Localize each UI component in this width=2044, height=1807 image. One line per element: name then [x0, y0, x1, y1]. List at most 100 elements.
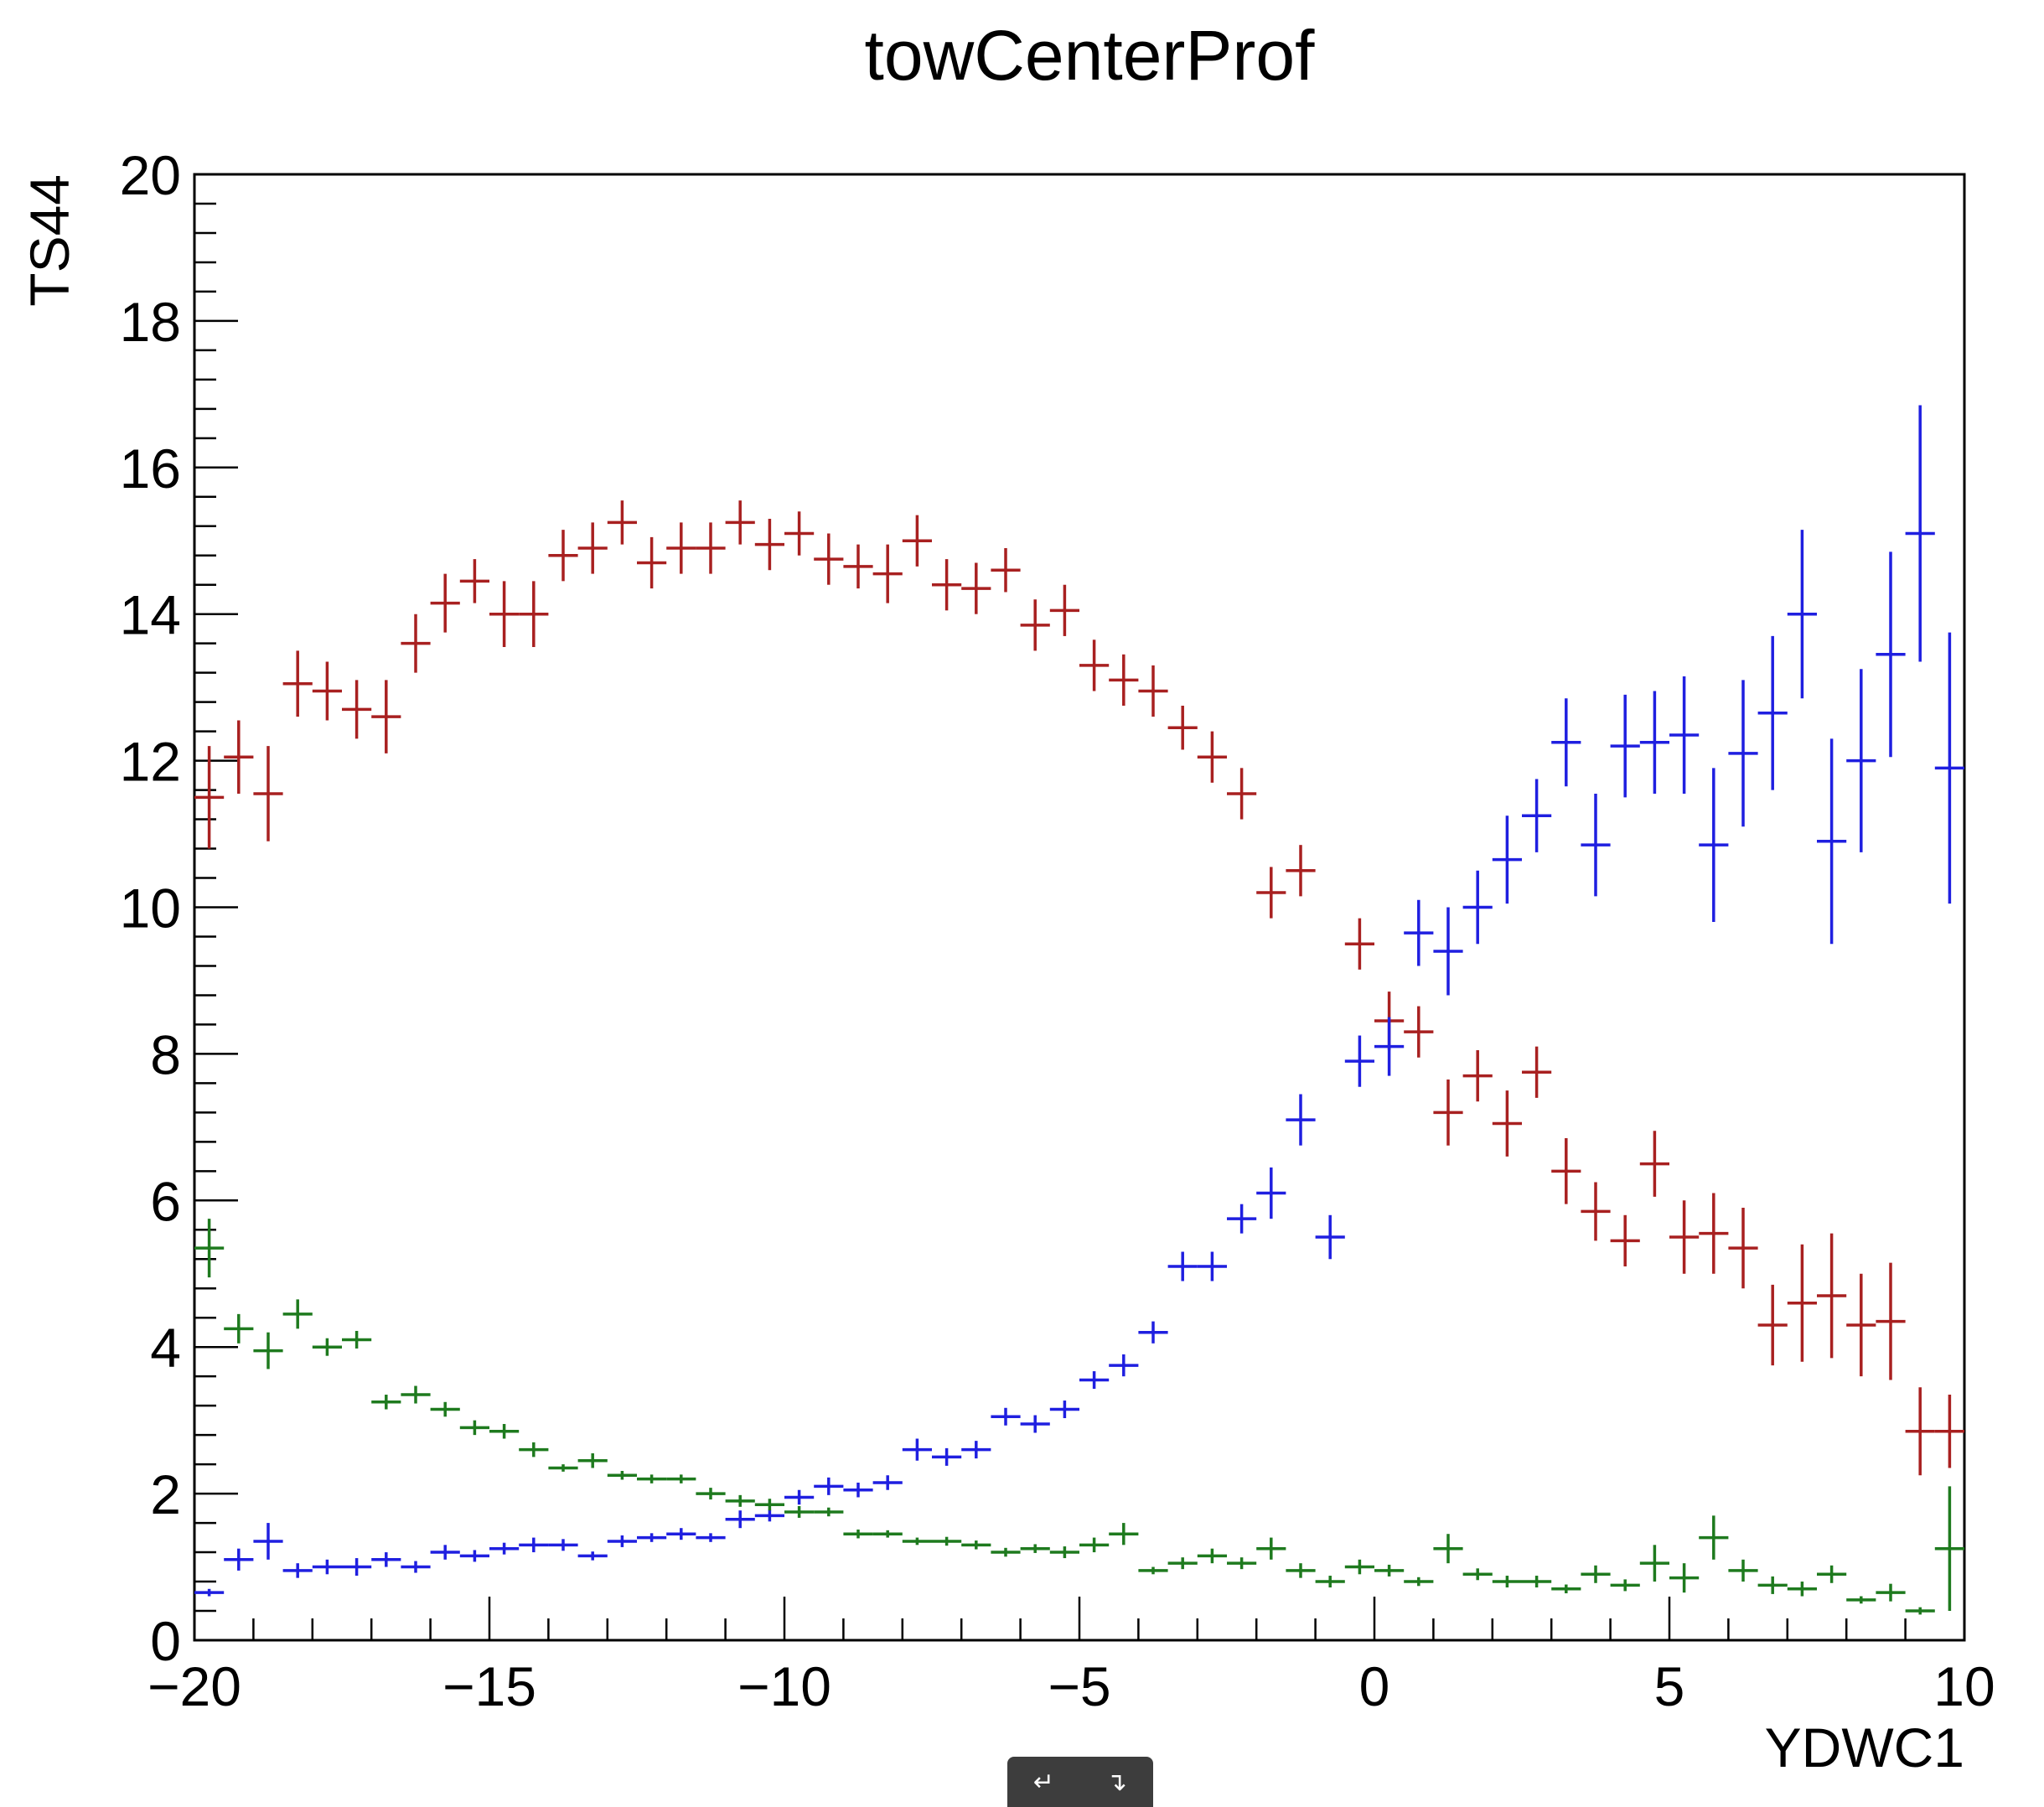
- data-point: [696, 522, 726, 574]
- series-3: [194, 1219, 1964, 1615]
- data-series: [194, 405, 1964, 1615]
- data-point: [1374, 1564, 1405, 1577]
- x-tick-label: 0: [1359, 1655, 1390, 1717]
- data-point: [1934, 632, 1964, 904]
- data-point: [1227, 768, 1257, 820]
- data-point: [312, 661, 342, 721]
- data-point: [754, 1499, 784, 1511]
- y-axis-title: TS44: [18, 174, 80, 307]
- data-point: [814, 1507, 844, 1517]
- data-point: [1138, 1566, 1168, 1575]
- y-tick-label: 8: [150, 1023, 181, 1085]
- data-point: [312, 1559, 342, 1575]
- data-point: [1109, 1523, 1139, 1546]
- data-point: [696, 1488, 726, 1500]
- undo-icon[interactable]: ↵: [1032, 1767, 1055, 1797]
- data-point: [1757, 1576, 1788, 1594]
- data-point: [1492, 1576, 1522, 1588]
- data-point: [1079, 1371, 1110, 1390]
- data-point: [1934, 1486, 1964, 1612]
- data-point: [577, 1453, 608, 1468]
- data-point: [784, 1489, 815, 1505]
- data-point: [932, 559, 962, 611]
- data-point: [1020, 1544, 1050, 1553]
- data-point: [1256, 1537, 1286, 1560]
- data-point: [1639, 1131, 1669, 1197]
- data-point: [1286, 845, 1316, 897]
- redo-icon[interactable]: ↴: [1105, 1767, 1128, 1797]
- data-point: [1728, 680, 1758, 827]
- data-point: [401, 1385, 431, 1404]
- data-point: [696, 1533, 726, 1542]
- data-point: [843, 544, 873, 589]
- x-tick-label: 5: [1654, 1655, 1685, 1717]
- data-point: [1374, 1017, 1405, 1076]
- data-point: [1728, 1208, 1758, 1289]
- data-point: [932, 1536, 962, 1546]
- data-point: [872, 1530, 903, 1538]
- data-point: [401, 614, 431, 673]
- axis-ticks: [193, 173, 1966, 1642]
- data-point: [1728, 1559, 1758, 1582]
- data-point: [607, 500, 637, 545]
- data-point: [1817, 1233, 1847, 1359]
- data-point: [1227, 1557, 1257, 1570]
- data-point: [1699, 1515, 1729, 1560]
- data-point: [1197, 731, 1227, 783]
- data-point: [224, 1548, 254, 1571]
- data-point: [725, 1510, 755, 1529]
- data-point: [1256, 1167, 1286, 1219]
- data-point: [1876, 1262, 1906, 1380]
- data-point: [1286, 1563, 1316, 1578]
- data-point: [754, 519, 784, 571]
- data-point: [1462, 1568, 1493, 1581]
- data-point: [1462, 870, 1493, 945]
- data-point: [814, 1477, 844, 1495]
- data-point: [1787, 1582, 1817, 1597]
- y-tick-label: 14: [120, 584, 181, 646]
- data-point: [1433, 1080, 1463, 1146]
- axis-tick-labels: −20 −15 −10 −5 0 5 10 0 2 4 6 8 10 12 14 16 18 20: [120, 144, 1995, 1717]
- data-point: [1138, 1321, 1168, 1344]
- data-point: [194, 746, 225, 849]
- data-point: [784, 511, 815, 556]
- data-point: [961, 1441, 991, 1459]
- data-point: [577, 522, 608, 574]
- data-point: [1167, 706, 1198, 750]
- data-point: [814, 533, 844, 585]
- series-1: [194, 500, 1964, 1476]
- data-point: [430, 1401, 460, 1417]
- data-point: [1846, 1596, 1876, 1604]
- data-point: [1167, 1557, 1198, 1570]
- data-point: [1049, 584, 1079, 636]
- data-point: [1846, 1273, 1876, 1377]
- data-point: [1020, 1415, 1050, 1433]
- image-toolbar: ↵ ↴: [1007, 1757, 1153, 1807]
- data-point: [489, 1542, 520, 1555]
- data-point: [902, 1537, 932, 1546]
- data-point: [902, 1438, 932, 1461]
- data-point: [1639, 1545, 1669, 1582]
- data-point: [1433, 1534, 1463, 1564]
- y-tick-label: 2: [150, 1463, 181, 1525]
- data-point: [1905, 1387, 1935, 1476]
- data-point: [342, 1330, 372, 1349]
- data-point: [1404, 1577, 1434, 1587]
- data-point: [459, 559, 489, 603]
- data-point: [282, 1563, 313, 1578]
- data-point: [1049, 1546, 1079, 1559]
- data-point: [1669, 1200, 1700, 1274]
- data-point: [637, 536, 667, 589]
- data-point: [1876, 551, 1906, 758]
- data-point: [1817, 738, 1847, 945]
- data-point: [1669, 1563, 1700, 1593]
- data-point: [637, 1474, 667, 1483]
- data-point: [1699, 768, 1729, 922]
- data-point: [666, 1528, 696, 1540]
- data-point: [548, 1539, 578, 1551]
- data-point: [430, 573, 460, 633]
- data-point: [224, 1313, 254, 1344]
- x-tick-label: −10: [737, 1655, 831, 1717]
- data-point: [342, 1558, 372, 1577]
